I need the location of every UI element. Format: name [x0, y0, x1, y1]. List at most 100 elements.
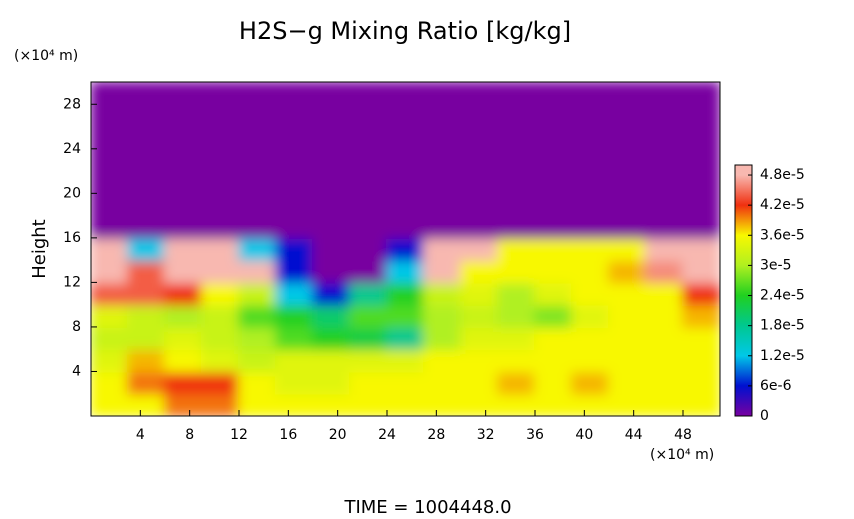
- cell: [275, 325, 314, 351]
- cell: [682, 170, 720, 195]
- cell: [201, 214, 240, 239]
- cell: [238, 103, 277, 128]
- cell: [682, 192, 720, 217]
- cell: [275, 170, 314, 195]
- cell: [275, 147, 314, 173]
- cell: [312, 281, 351, 306]
- cell: [423, 303, 462, 328]
- cell: [349, 259, 388, 284]
- cell: [386, 103, 425, 128]
- cell: [127, 192, 166, 217]
- colorbar-tick-label: 4.2e-5: [760, 197, 805, 213]
- cell: [275, 370, 314, 395]
- cell: [608, 103, 647, 128]
- cell: [423, 125, 462, 150]
- cell: [571, 125, 610, 150]
- cell: [682, 392, 720, 416]
- cell: [423, 147, 462, 173]
- cell: [571, 236, 610, 262]
- cell: [645, 259, 684, 284]
- cell: [201, 170, 240, 195]
- cell: [645, 82, 684, 106]
- cell: [275, 214, 314, 239]
- cell: [460, 82, 499, 106]
- cell: [460, 214, 499, 239]
- cell: [386, 170, 425, 195]
- cell: [571, 370, 610, 395]
- cell: [460, 348, 499, 373]
- cell: [127, 236, 166, 262]
- cell: [312, 348, 351, 373]
- cell: [460, 103, 499, 128]
- cell: [349, 236, 388, 262]
- cell: [238, 125, 277, 150]
- cell: [460, 303, 499, 328]
- cell: [164, 103, 203, 128]
- cell: [497, 281, 536, 306]
- cell: [571, 348, 610, 373]
- cell: [608, 348, 647, 373]
- x-tick-label: 36: [526, 427, 544, 443]
- cell: [608, 236, 647, 262]
- colorbar-tick-label: 2.4e-5: [760, 288, 805, 304]
- cell: [534, 303, 573, 328]
- cell: [91, 214, 129, 239]
- cell: [349, 281, 388, 306]
- cell: [312, 170, 351, 195]
- cell: [645, 392, 684, 416]
- chart-title: H2S−g Mixing Ratio [kg/kg]: [239, 17, 571, 45]
- cell: [275, 303, 314, 328]
- cell: [164, 236, 203, 262]
- cell: [275, 259, 314, 284]
- cell: [682, 147, 720, 173]
- cell: [349, 125, 388, 150]
- cell: [534, 325, 573, 351]
- cell: [423, 392, 462, 416]
- cell: [571, 82, 610, 106]
- cell: [571, 214, 610, 239]
- cell: [497, 103, 536, 128]
- cell: [238, 348, 277, 373]
- cell: [238, 303, 277, 328]
- cell: [645, 303, 684, 328]
- cell: [312, 147, 351, 173]
- cell: [497, 392, 536, 416]
- x-tick-label: 24: [378, 427, 396, 443]
- colorbar-tick-label: 3e-5: [760, 257, 791, 273]
- cell: [497, 259, 536, 284]
- cell: [682, 259, 720, 284]
- colorbar: [734, 164, 753, 417]
- cell: [275, 281, 314, 306]
- cell: [238, 192, 277, 217]
- cell: [534, 103, 573, 128]
- y-tick-label: 16: [63, 230, 81, 246]
- cell: [534, 170, 573, 195]
- cell: [127, 125, 166, 150]
- cell: [238, 392, 277, 416]
- cell: [127, 82, 166, 106]
- colorbar-tick-label: 1.2e-5: [760, 348, 805, 364]
- cell: [571, 170, 610, 195]
- cell: [127, 170, 166, 195]
- cell: [238, 259, 277, 284]
- colorbar-tick-label: 0: [760, 408, 769, 424]
- field: [91, 82, 720, 416]
- cell: [386, 192, 425, 217]
- cell: [127, 325, 166, 351]
- cell: [682, 281, 720, 306]
- cell: [91, 370, 129, 395]
- cell: [460, 192, 499, 217]
- x-tick-label: 16: [279, 427, 297, 443]
- cell: [91, 236, 129, 262]
- cell: [460, 370, 499, 395]
- cell: [571, 303, 610, 328]
- cell: [238, 281, 277, 306]
- cell: [386, 325, 425, 351]
- cell: [91, 82, 129, 106]
- cell: [460, 170, 499, 195]
- cell: [275, 192, 314, 217]
- cell: [275, 348, 314, 373]
- y-tick-label: 8: [72, 319, 81, 335]
- cell: [127, 370, 166, 395]
